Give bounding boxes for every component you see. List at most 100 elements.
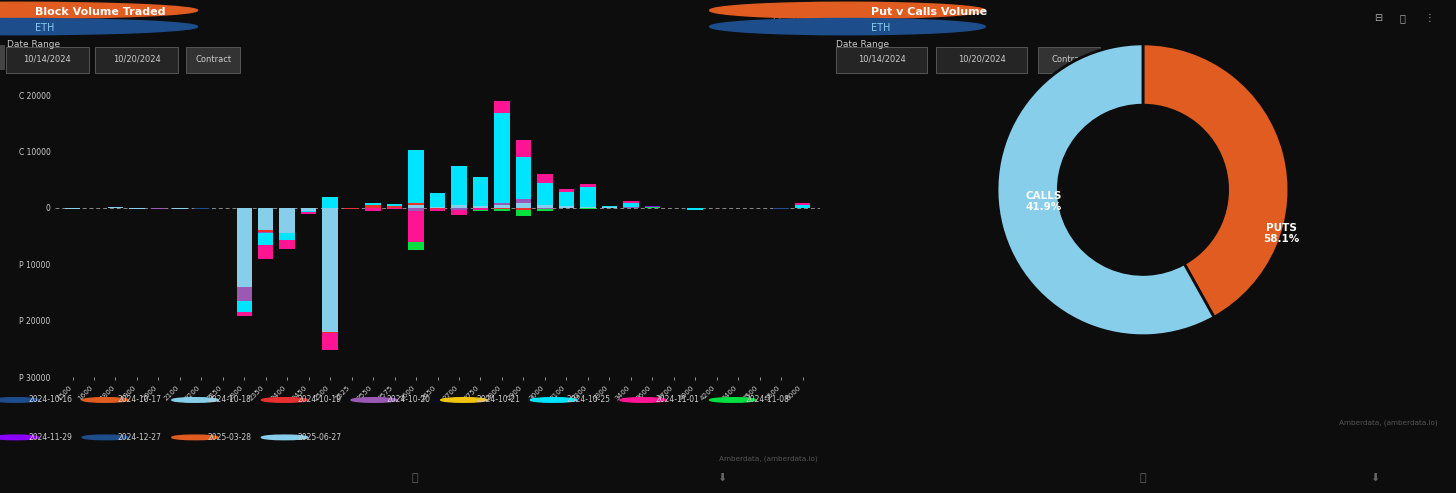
Text: Date Range: Date Range — [836, 40, 890, 49]
Bar — [515, 157, 531, 200]
Bar — [194, 208, 210, 209]
Circle shape — [172, 435, 218, 440]
Circle shape — [709, 398, 756, 402]
Bar — [387, 208, 402, 209]
Circle shape — [82, 398, 128, 402]
Bar — [387, 204, 402, 206]
Bar — [494, 203, 510, 205]
Wedge shape — [1143, 44, 1289, 317]
Bar — [795, 205, 811, 208]
Bar — [430, 208, 446, 209]
Bar — [473, 210, 488, 211]
Text: ⊟: ⊟ — [772, 13, 780, 24]
Bar — [322, 208, 338, 332]
Circle shape — [0, 398, 39, 402]
Text: 2024-10-19: 2024-10-19 — [297, 395, 341, 404]
Text: ⊟: ⊟ — [1374, 13, 1383, 24]
Bar — [280, 233, 296, 240]
Bar — [687, 208, 703, 210]
Bar — [130, 208, 144, 209]
Bar — [623, 202, 639, 203]
FancyBboxPatch shape — [186, 47, 240, 72]
Text: ⬇: ⬇ — [1370, 473, 1379, 483]
Text: 2024-11-08: 2024-11-08 — [745, 395, 789, 404]
Bar — [408, 150, 424, 204]
Bar — [408, 204, 424, 205]
Text: 2024-10-18: 2024-10-18 — [208, 395, 252, 404]
FancyBboxPatch shape — [6, 47, 89, 72]
Circle shape — [82, 435, 128, 440]
Bar — [344, 208, 360, 209]
Text: Date Range: Date Range — [7, 40, 60, 49]
Text: ⋮: ⋮ — [811, 13, 821, 24]
Bar — [515, 204, 531, 208]
Text: 2024-10-17: 2024-10-17 — [118, 395, 162, 404]
Bar — [236, 208, 252, 287]
Bar — [301, 211, 316, 212]
Text: 10/14/2024: 10/14/2024 — [858, 55, 906, 64]
Text: ETH: ETH — [871, 23, 890, 33]
Text: Contract: Contract — [1051, 55, 1088, 64]
Bar — [408, 205, 424, 208]
FancyBboxPatch shape — [1038, 47, 1101, 72]
Bar — [515, 200, 531, 204]
Wedge shape — [997, 44, 1214, 336]
Bar — [515, 208, 531, 210]
Circle shape — [172, 398, 218, 402]
Text: 📷: 📷 — [1140, 473, 1146, 483]
Bar — [322, 197, 338, 208]
Bar — [559, 192, 574, 206]
Bar — [645, 208, 660, 209]
Bar — [365, 208, 381, 211]
Text: ETH: ETH — [35, 23, 54, 33]
Bar — [579, 184, 596, 187]
Bar — [258, 233, 274, 245]
Circle shape — [620, 398, 667, 402]
Bar — [515, 210, 531, 216]
Text: 2024-12-27: 2024-12-27 — [118, 433, 162, 442]
Bar — [451, 210, 467, 215]
Text: ⬇: ⬇ — [718, 473, 727, 483]
Bar — [387, 206, 402, 208]
Text: 2024-11-01: 2024-11-01 — [655, 395, 699, 404]
Bar — [258, 245, 274, 259]
Text: 2024-10-25: 2024-10-25 — [566, 395, 610, 404]
Bar — [365, 205, 381, 208]
Bar — [559, 208, 574, 209]
Bar — [494, 208, 510, 209]
Text: Amberdata, (amberdata.io): Amberdata, (amberdata.io) — [1338, 420, 1437, 426]
Bar — [537, 182, 553, 205]
Bar — [430, 193, 446, 207]
Bar — [236, 301, 252, 312]
Text: 📷: 📷 — [412, 473, 418, 483]
Bar — [301, 212, 316, 213]
Text: 2025-06-27: 2025-06-27 — [297, 433, 341, 442]
FancyBboxPatch shape — [936, 47, 1026, 72]
Text: 2024-10-21: 2024-10-21 — [476, 395, 520, 404]
Bar — [430, 209, 446, 211]
FancyBboxPatch shape — [96, 47, 179, 72]
Bar — [408, 208, 424, 211]
Bar — [645, 206, 660, 207]
Text: ⋮: ⋮ — [1424, 13, 1434, 24]
Bar — [258, 208, 274, 231]
Bar — [451, 208, 467, 210]
FancyBboxPatch shape — [836, 47, 927, 72]
Bar — [451, 166, 467, 205]
Bar — [451, 205, 467, 208]
Bar — [579, 208, 596, 209]
Bar — [494, 101, 510, 112]
Bar — [537, 174, 553, 182]
Bar — [236, 312, 252, 316]
Circle shape — [709, 2, 986, 19]
Bar — [579, 207, 596, 208]
Circle shape — [530, 398, 577, 402]
Bar — [301, 208, 316, 211]
Bar — [494, 112, 510, 203]
Text: 10/20/2024: 10/20/2024 — [114, 55, 160, 64]
Bar — [408, 242, 424, 250]
Bar — [236, 287, 252, 301]
Bar — [537, 209, 553, 211]
Circle shape — [1059, 105, 1227, 275]
Text: Contract: Contract — [195, 55, 232, 64]
